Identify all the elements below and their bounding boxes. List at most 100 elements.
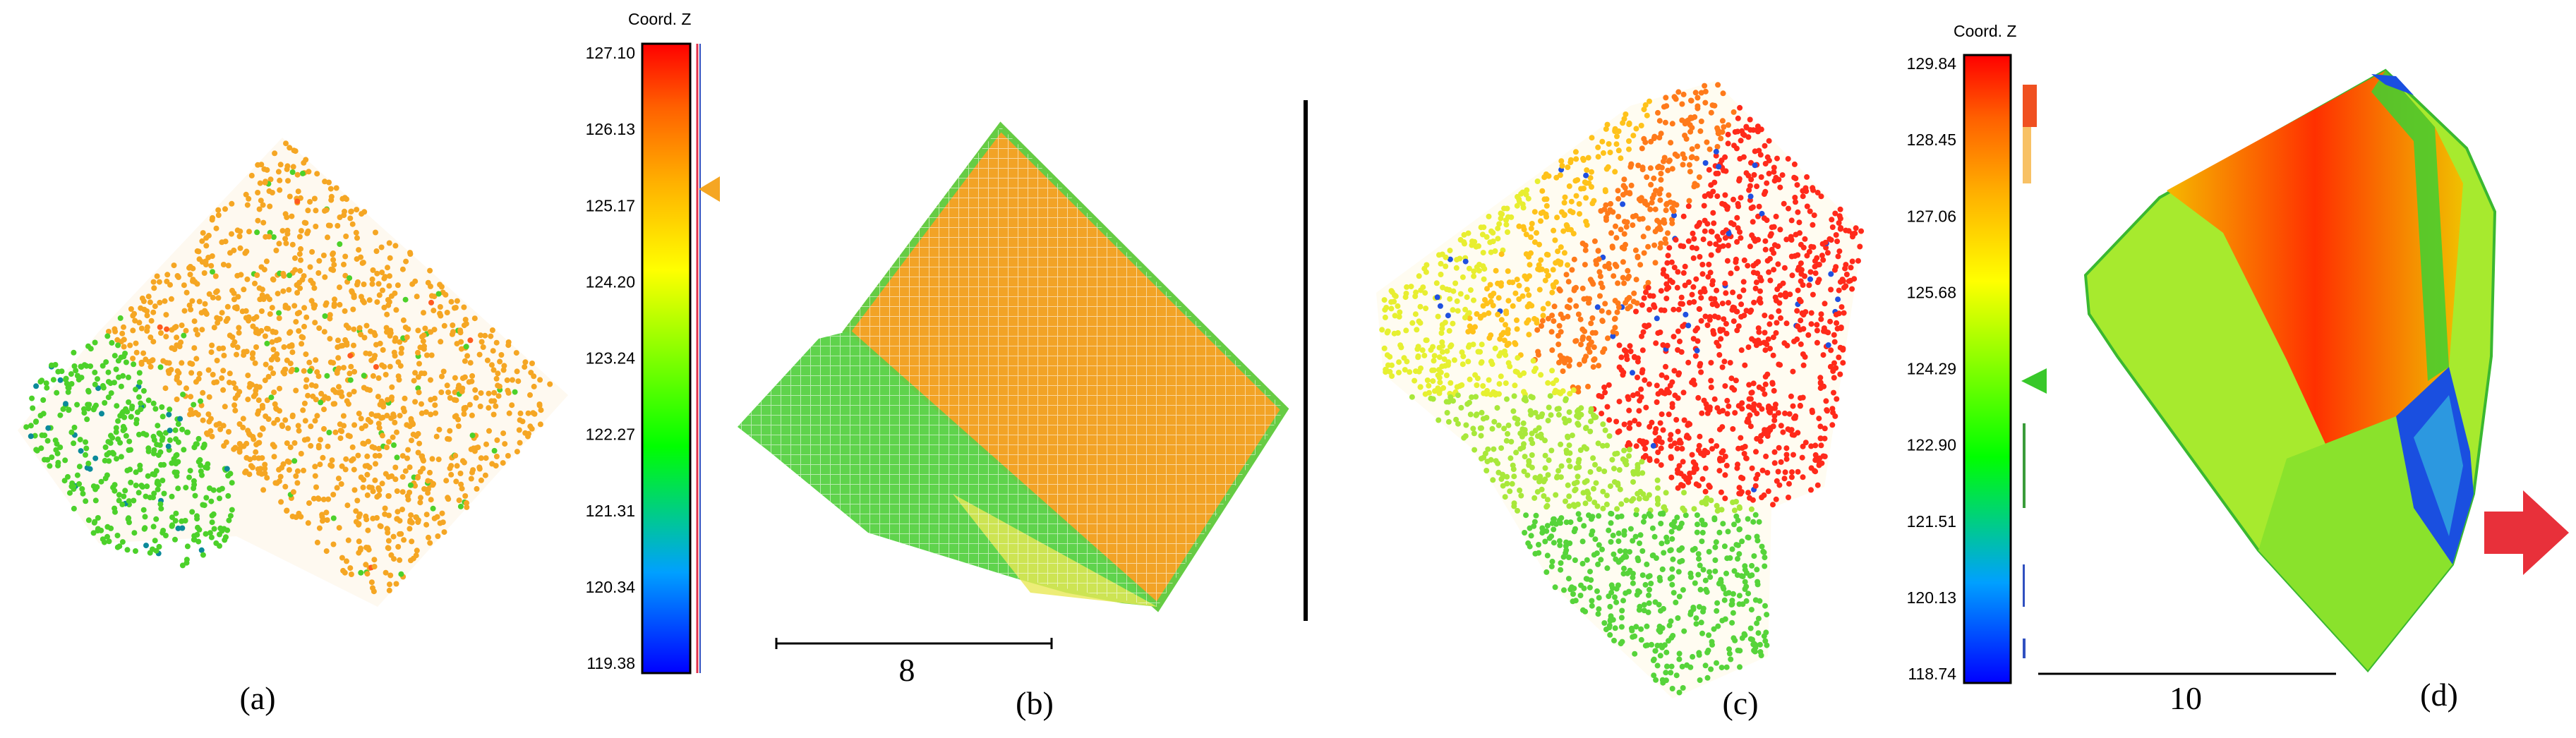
cloud-point [324, 517, 330, 524]
cloud-point [249, 464, 255, 471]
cloud-point [1632, 533, 1639, 540]
cloud-point [343, 234, 349, 239]
cloud-point [1564, 303, 1570, 310]
cloud-point [330, 541, 337, 548]
cloud-point [471, 315, 478, 322]
cloud-point [313, 207, 319, 214]
cloud-point [1651, 656, 1657, 663]
cloud-point [1755, 538, 1761, 544]
cloud-point [1734, 238, 1740, 245]
cloud-point [52, 362, 59, 368]
cloud-point [219, 528, 225, 534]
cloud-point [1772, 401, 1778, 408]
cloud-point [1686, 279, 1692, 285]
cloud-point [1773, 329, 1779, 336]
cloud-point [380, 287, 385, 294]
cloud-point [483, 441, 489, 447]
cloud-point [1641, 250, 1647, 256]
cloud-point [1695, 571, 1702, 578]
cloud-point [1585, 383, 1591, 389]
cloud-point [287, 272, 292, 279]
cloud-point [1721, 124, 1727, 130]
cloud-point [1810, 291, 1816, 298]
cloud-point [337, 241, 343, 247]
cloud-point [1591, 238, 1598, 244]
cloud-point [1659, 411, 1665, 418]
cloud-point [307, 264, 313, 270]
cloud-point [1762, 391, 1768, 397]
cloud-point [1818, 442, 1824, 449]
cloud-point [1828, 237, 1834, 243]
cloud-point [150, 309, 157, 315]
cloud-point [131, 361, 137, 368]
cloud-point [1522, 273, 1528, 279]
cloud-point [1572, 149, 1579, 155]
cloud-point [1472, 372, 1479, 378]
cloud-point [415, 385, 421, 392]
cloud-point [1749, 562, 1755, 569]
cloud-point [1748, 607, 1755, 613]
cloud-point [1583, 172, 1589, 179]
cloud-point [1733, 308, 1740, 315]
cloud-point [92, 519, 98, 525]
cloud-point [1524, 472, 1531, 478]
cloud-point [68, 381, 75, 387]
cloud-point [1407, 369, 1413, 375]
cloud-point [1754, 567, 1760, 573]
cloud-point [1612, 325, 1618, 331]
cloud-point [263, 258, 270, 265]
cloud-point [1507, 363, 1513, 370]
cloud-point [1734, 214, 1740, 221]
cloud-point [1484, 459, 1491, 465]
cloud-point [1670, 633, 1676, 639]
cloud-point [427, 469, 433, 476]
cloud-point [259, 292, 265, 298]
cloud-point [1505, 422, 1512, 428]
cloud-point [464, 353, 471, 359]
cloud-point [1459, 382, 1465, 388]
cloud-point [1786, 411, 1793, 417]
cloud-point [1659, 540, 1665, 547]
cloud-point [1607, 631, 1613, 638]
cloud-point [44, 456, 51, 463]
cloud-point [128, 306, 134, 312]
cloud-point [1699, 538, 1705, 545]
cloud-point [1819, 241, 1826, 247]
cloud-point [364, 571, 371, 577]
cloud-point [1566, 503, 1572, 509]
cloud-point [166, 370, 172, 376]
cloud-point [1702, 289, 1708, 295]
cloud-point [140, 298, 147, 304]
cloud-point [1762, 143, 1768, 149]
cloud-point [106, 450, 112, 456]
cloud-point [1526, 254, 1531, 260]
cloud-point [1836, 354, 1842, 361]
cloud-point [1471, 447, 1478, 453]
cloud-point [500, 430, 507, 437]
cloud-point [1577, 361, 1582, 368]
cloud-point [1788, 393, 1794, 399]
cloud-point [1651, 242, 1658, 248]
cloud-point [1716, 237, 1722, 243]
cloud-point [1776, 482, 1783, 488]
cloud-point [1533, 512, 1539, 519]
cloud-point [1574, 479, 1580, 485]
cloud-point [305, 520, 311, 526]
cloud-point [1618, 624, 1625, 630]
cloud-point [1735, 556, 1740, 562]
cloud-point [1596, 466, 1602, 472]
cloud-point [1623, 190, 1630, 195]
cloud-point [1645, 279, 1651, 286]
cloud-point [276, 337, 282, 343]
cloud-point [1635, 253, 1641, 260]
cloud-point [1395, 303, 1401, 309]
cloud-point [240, 424, 246, 430]
cloud-point [188, 306, 194, 313]
cloud-point [1561, 360, 1567, 365]
cloud-point [118, 454, 124, 460]
cloud-point [1663, 103, 1670, 109]
cloud-point [169, 493, 175, 500]
cloud-point [1570, 387, 1577, 393]
cloud-point [104, 333, 111, 339]
cloud-point [55, 368, 61, 375]
